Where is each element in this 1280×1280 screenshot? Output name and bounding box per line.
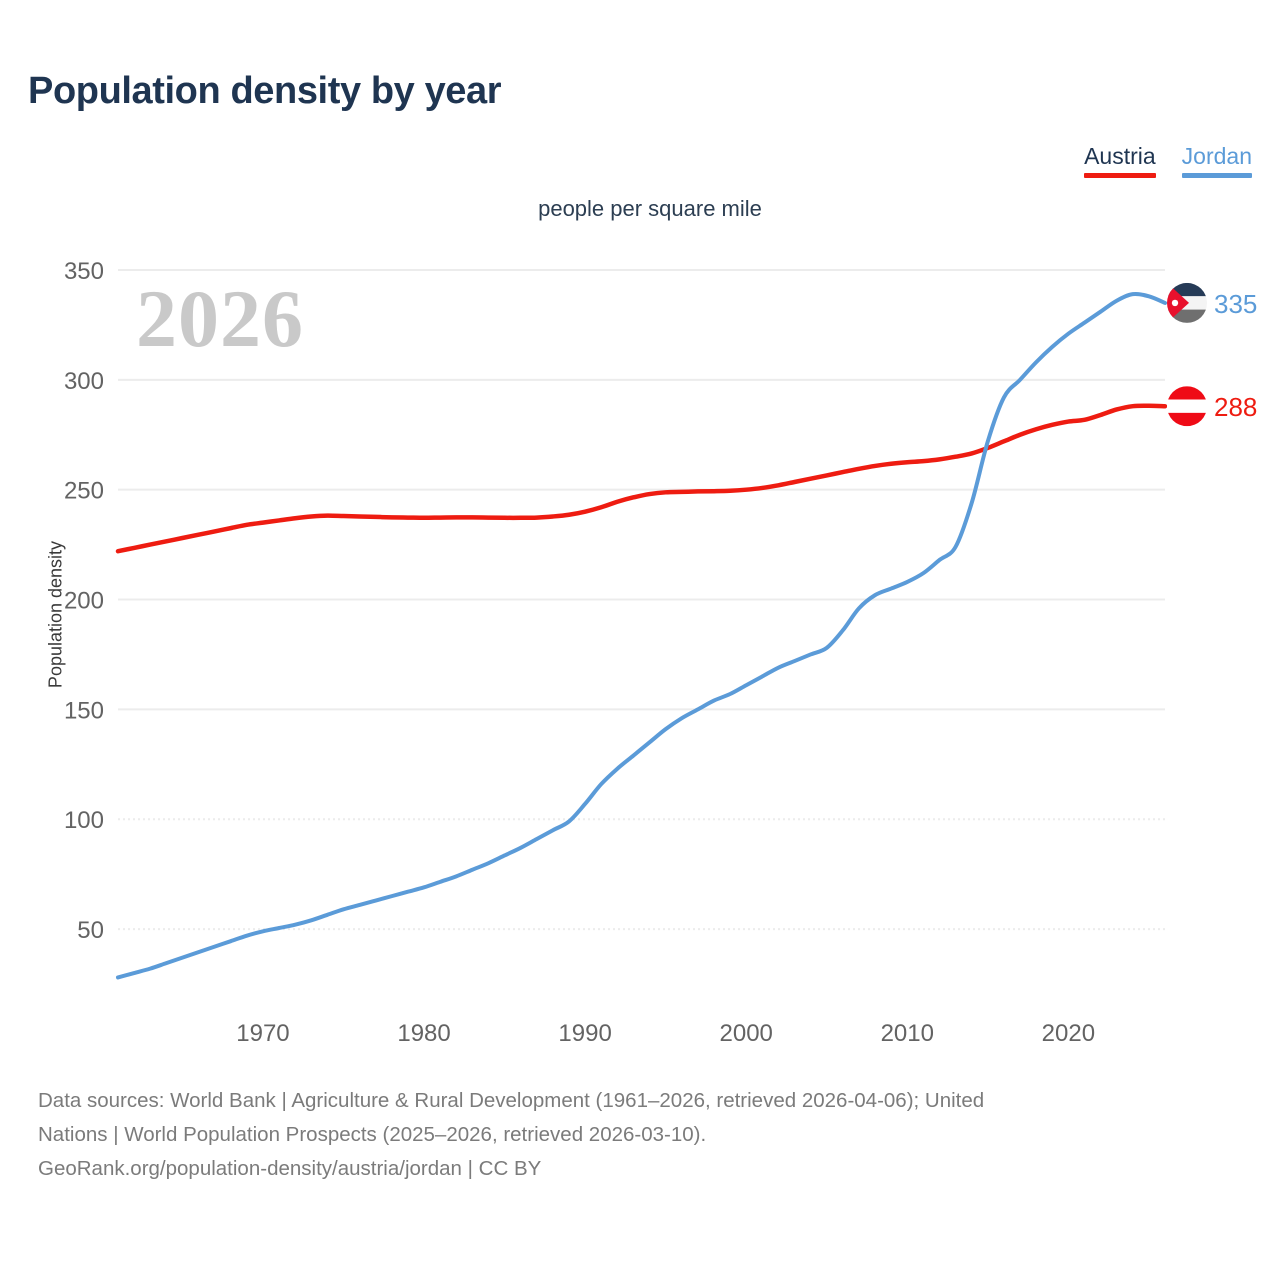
footer-line-1: Data sources: World Bank | Agriculture &… <box>38 1089 985 1112</box>
x-tick-2000: 2000 <box>720 1020 773 1047</box>
source-footer: Data sources: World Bank | Agriculture &… <box>38 1084 1253 1186</box>
austria-flag-icon <box>1167 386 1207 427</box>
legend-item-jordan-label: Jordan <box>1181 143 1252 169</box>
legend-item-austria[interactable]: Austria <box>1084 143 1156 178</box>
y-tick-50: 50 <box>77 917 104 944</box>
series-line-austria[interactable] <box>115 403 1168 554</box>
x-tick-1970: 1970 <box>236 1020 289 1047</box>
legend-item-jordan-swatch <box>1181 173 1252 178</box>
jordan-flag-icon <box>1167 282 1207 323</box>
y-tick-300: 300 <box>64 368 104 395</box>
y-tick-150: 150 <box>64 697 104 724</box>
x-tick-2010: 2010 <box>881 1020 934 1047</box>
y-axis-tick-labels: 50 100 150 200 250 300 350 <box>64 258 104 944</box>
legend-item-austria-swatch <box>1084 173 1156 178</box>
footer-line-3: GeoRank.org/population-density/austria/j… <box>38 1157 542 1180</box>
endpoint-markers: 335 288 <box>1167 282 1257 427</box>
page-title: Population density by year <box>28 70 502 112</box>
legend-item-austria-label: Austria <box>1084 143 1156 169</box>
gridlines <box>118 268 1165 931</box>
x-axis-tick-labels: 1970 1980 1990 2000 2010 2020 <box>236 1020 1095 1047</box>
legend-item-jordan[interactable]: Jordan <box>1181 143 1252 178</box>
year-watermark: 2026 <box>136 273 304 364</box>
endpoint-value-jordan: 335 <box>1214 289 1257 319</box>
endpoint-value-austria: 288 <box>1214 392 1257 422</box>
y-tick-100: 100 <box>64 807 104 834</box>
footer-line-2: Nations | World Population Prospects (20… <box>38 1123 707 1146</box>
line-chart-svg: 50 100 150 200 250 300 350 1970 1980 1990 2000 201… <box>64 258 1257 1047</box>
y-tick-200: 200 <box>64 588 104 615</box>
y-tick-350: 350 <box>64 258 104 285</box>
y-axis-title: Population density <box>45 540 66 689</box>
series-line-jordan[interactable] <box>116 291 1167 980</box>
plot-area: 50 100 150 200 250 300 350 1970 1980 1990 2000 201… <box>45 258 1258 1047</box>
x-tick-1980: 1980 <box>397 1020 450 1047</box>
data-series-lines <box>115 291 1168 980</box>
x-tick-2020: 2020 <box>1042 1020 1095 1047</box>
chart-legend: Austria Jordan <box>1084 143 1252 178</box>
x-tick-1990: 1990 <box>558 1020 611 1047</box>
chart-subtitle: people per square mile <box>538 196 762 221</box>
y-tick-250: 250 <box>64 478 104 505</box>
